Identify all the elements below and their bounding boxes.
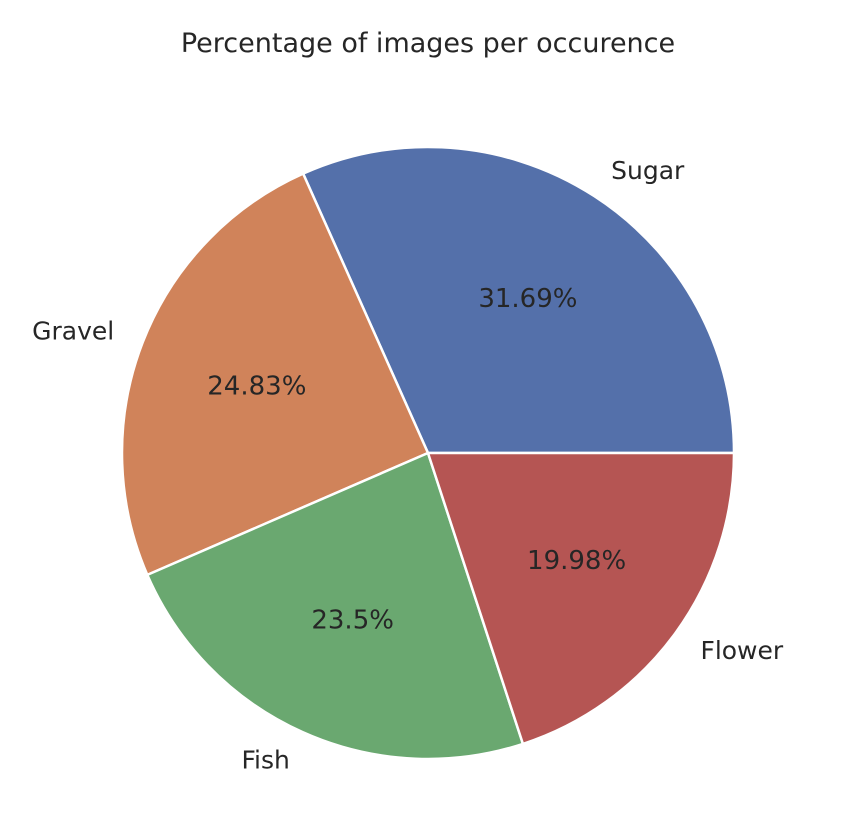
slice-gravel [120, 172, 430, 577]
slice-label-sugar: Sugar [611, 156, 685, 185]
slice-value-label-fish: 23.5% [311, 605, 394, 635]
slice-label-flower: Flower [700, 636, 783, 665]
slice-label-fish: Fish [241, 745, 289, 774]
slice-fish [146, 451, 525, 761]
slice-label-gravel: Gravel [32, 317, 114, 346]
pie-slices [120, 145, 736, 761]
slice-sugar [301, 145, 736, 455]
slice-flower [426, 451, 736, 746]
slice-value-label-gravel: 24.83% [207, 372, 306, 402]
slice-value-label-sugar: 31.69% [478, 284, 577, 314]
pie-labels: Sugar 31.69% Gravel 24.83% Fish 23.5% Flower 19… [32, 156, 784, 774]
chart-title: Percentage of images per occurence [181, 28, 675, 59]
slice-value-label-flower: 19.98% [527, 546, 626, 576]
